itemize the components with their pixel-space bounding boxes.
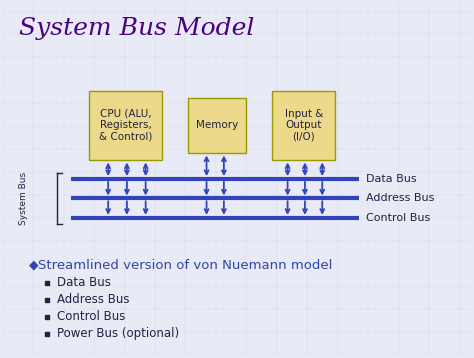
- Text: Memory: Memory: [196, 120, 238, 130]
- Text: ◆: ◆: [28, 259, 38, 272]
- Text: Data Bus: Data Bus: [366, 174, 417, 184]
- Text: Address Bus: Address Bus: [366, 193, 434, 203]
- Text: Streamlined version of von Nuemann model: Streamlined version of von Nuemann model: [38, 259, 332, 272]
- Text: Input &
Output
(I/O): Input & Output (I/O): [284, 108, 323, 142]
- Text: System Bus Model: System Bus Model: [19, 17, 255, 40]
- Text: Control Bus: Control Bus: [366, 213, 430, 223]
- Text: Address Bus: Address Bus: [57, 294, 129, 306]
- Text: Control Bus: Control Bus: [57, 310, 125, 323]
- Text: System Bus: System Bus: [19, 172, 28, 225]
- Bar: [188, 98, 246, 153]
- Bar: [90, 91, 162, 160]
- Text: Power Bus (optional): Power Bus (optional): [57, 327, 179, 340]
- Text: Data Bus: Data Bus: [57, 276, 110, 290]
- Bar: [272, 91, 336, 160]
- Text: CPU (ALU,
Registers,
& Control): CPU (ALU, Registers, & Control): [99, 108, 153, 142]
